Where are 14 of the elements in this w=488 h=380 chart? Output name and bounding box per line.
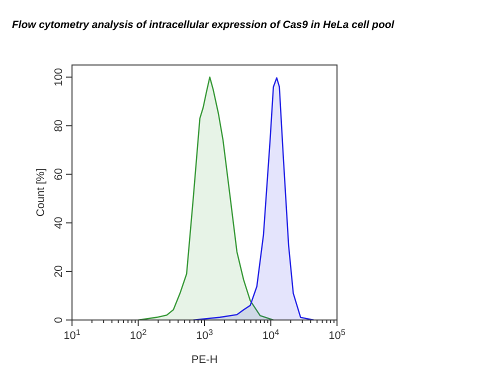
x-tick-label: 10$^{1}$: [64, 328, 81, 342]
y-tick-label: 20: [53, 265, 65, 278]
x-tick-label: 10$^{3}$: [196, 328, 214, 342]
y-tick-label: 80: [53, 120, 65, 132]
x-axis-title: PE-H: [191, 354, 218, 366]
x-tick-label: 10$^{4}$: [262, 328, 280, 342]
y-tick-label: 0: [53, 316, 65, 324]
chart-title: Flow cytometry analysis of intracellular expression of Cas9 in HeLa cell pool: [12, 19, 396, 31]
y-tick-label: 60: [53, 168, 65, 180]
x-tick-label: 10$^{2}$: [130, 328, 148, 342]
x-tick-label: 10$^{5}$: [328, 328, 346, 342]
y-tick-label: 100: [53, 68, 65, 86]
y-tick-label: 40: [53, 216, 65, 229]
y-axis-title: Count [%]: [35, 168, 47, 217]
